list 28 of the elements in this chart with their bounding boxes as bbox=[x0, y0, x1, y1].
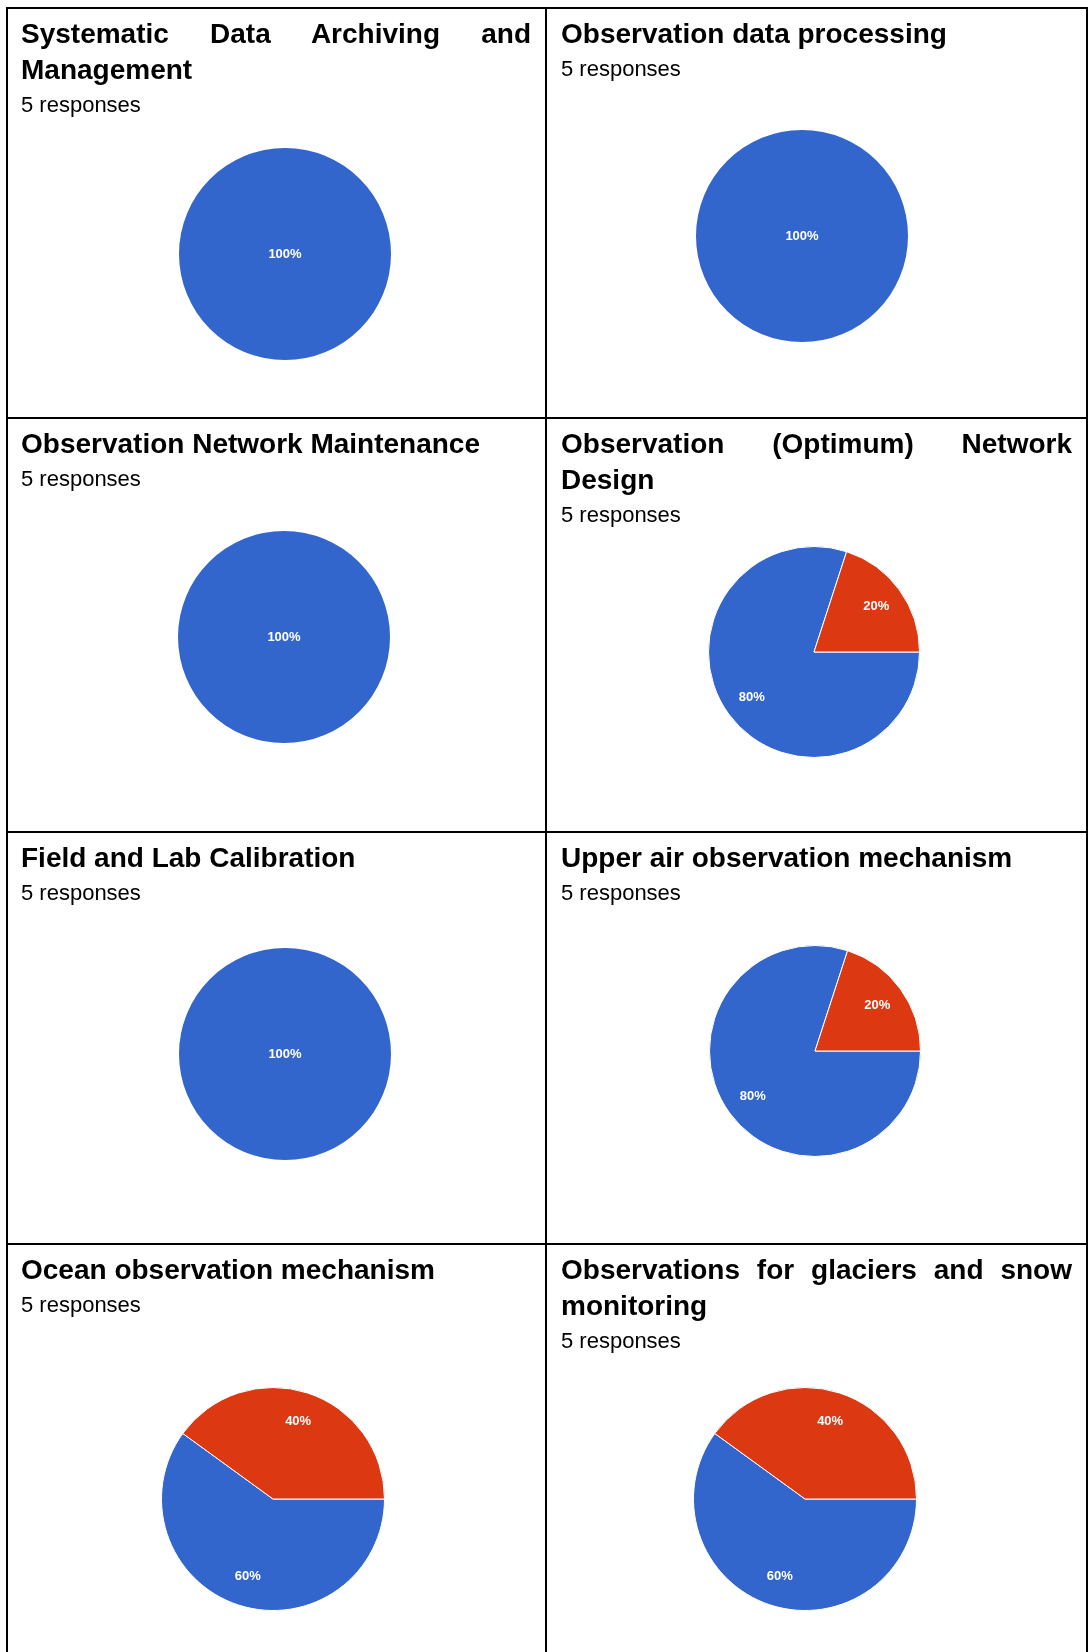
chart-title: Upper air observation mechanism bbox=[561, 841, 1014, 875]
chart-title: Observation Network Maintenance bbox=[21, 427, 481, 461]
chart-title: Observation data processing bbox=[561, 17, 948, 51]
chart-subtitle: 5 responses bbox=[561, 56, 681, 81]
chart-subtitle: 5 responses bbox=[21, 1292, 141, 1317]
data-label: 40% bbox=[817, 1413, 844, 1429]
data-label: 20% bbox=[863, 598, 890, 614]
chart-subtitle: 5 responses bbox=[561, 502, 681, 527]
data-label: 100% bbox=[267, 628, 302, 644]
data-label: 80% bbox=[739, 1087, 767, 1103]
chart-title: Systematic Data Archiving and Management bbox=[21, 17, 531, 87]
data-label: 60% bbox=[234, 1567, 262, 1583]
data-label: 100% bbox=[268, 245, 303, 261]
chart-title: Observations for glaciers and snow monitoring bbox=[561, 1253, 1072, 1323]
data-label: 100% bbox=[268, 1045, 303, 1061]
data-label: 20% bbox=[864, 997, 891, 1013]
chart-subtitle: 5 responses bbox=[561, 1328, 681, 1353]
chart-subtitle: 5 responses bbox=[21, 92, 141, 117]
chart-title: Observation (Optimum) Network Design bbox=[561, 427, 1072, 497]
chart-subtitle: 5 responses bbox=[561, 880, 681, 905]
data-label: 100% bbox=[785, 227, 820, 243]
chart-title: Field and Lab Calibration bbox=[21, 841, 357, 875]
chart-subtitle: 5 responses bbox=[21, 880, 141, 905]
data-label: 40% bbox=[285, 1413, 312, 1429]
data-label: 60% bbox=[766, 1567, 794, 1583]
chart-title: Ocean observation mechanism bbox=[21, 1253, 436, 1287]
data-label: 80% bbox=[738, 688, 766, 704]
chart-subtitle: 5 responses bbox=[21, 466, 141, 491]
